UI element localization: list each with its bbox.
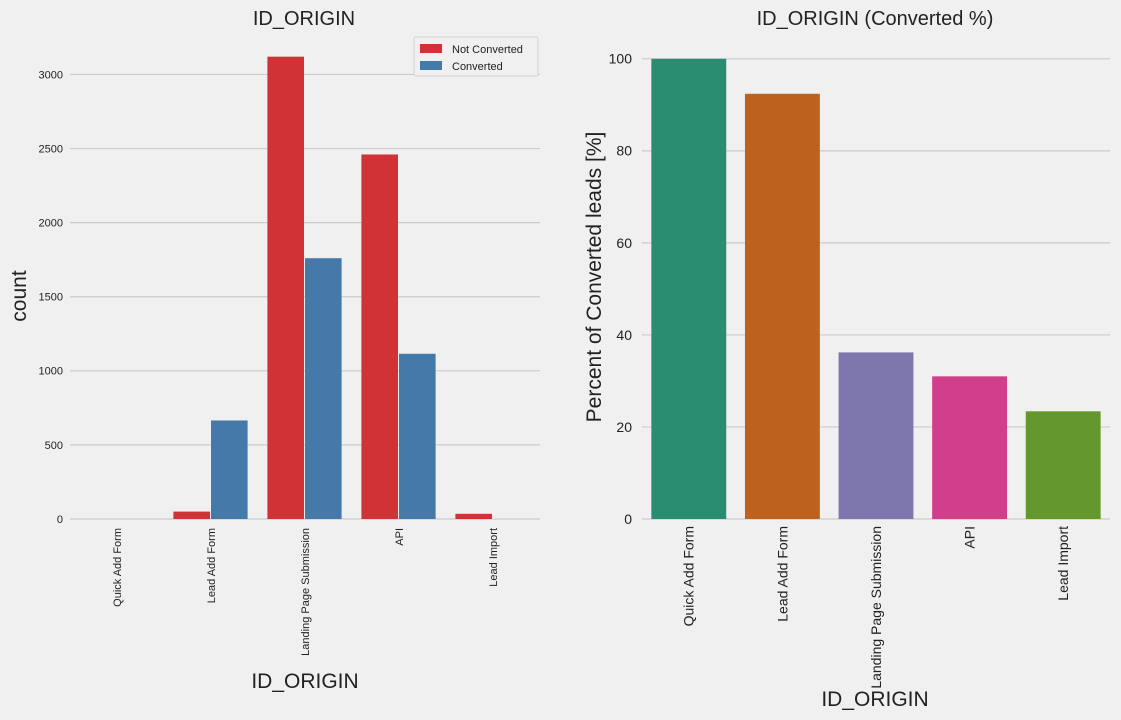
count-bar-not-converted-lead-add-form <box>173 511 210 519</box>
count-bar-not-converted-landing-page-submission <box>267 56 304 519</box>
count-y-tick-label: 1000 <box>39 366 63 378</box>
percent-x-tick-label: API <box>962 526 978 549</box>
count-chart: 0 500 1000 1500 2000 2500 3000 Quick Add Form L… <box>8 8 540 693</box>
percent-x-tick-label: Lead Import <box>1055 526 1071 601</box>
count-bar-converted-landing-page-submission <box>305 258 342 519</box>
legend-swatch-not-converted <box>420 44 442 53</box>
percent-chart-y-label: Percent of Converted leads [%] <box>583 132 606 423</box>
percent-bar-quick-add-form <box>651 58 727 520</box>
percent-bar-lead-add-form <box>744 93 820 520</box>
count-chart-x-label: ID_ORIGIN <box>251 670 358 693</box>
count-x-tick-label: Lead Add Form <box>206 528 218 603</box>
count-chart-bars <box>173 56 492 520</box>
legend-swatch-converted <box>420 61 442 70</box>
count-y-tick-label: 1500 <box>39 292 63 304</box>
count-x-tick-label: Lead Import <box>488 528 500 587</box>
count-x-tick-label: API <box>394 528 406 546</box>
count-bar-converted-api <box>399 353 436 519</box>
count-chart-y-ticks: 0 500 1000 1500 2000 2500 3000 <box>39 69 63 526</box>
legend-label-not-converted: Not Converted <box>452 44 523 56</box>
percent-chart-bars <box>651 58 1101 520</box>
percent-chart-y-ticks: 0 20 40 60 80 100 <box>609 51 633 527</box>
percent-y-tick-label: 60 <box>616 235 632 251</box>
count-chart-y-label: count <box>8 270 31 322</box>
legend-box <box>413 36 539 77</box>
percent-x-tick-label: Quick Add Form <box>681 526 697 626</box>
percent-x-tick-label: Lead Add Form <box>774 526 790 622</box>
count-chart-title: ID_ORIGIN <box>253 8 355 30</box>
percent-y-tick-label: 80 <box>616 143 632 159</box>
count-chart-legend: Not Converted Converted <box>413 36 539 77</box>
percent-chart-x-label: ID_ORIGIN <box>821 688 928 711</box>
count-bar-not-converted-lead-import <box>455 513 492 519</box>
legend-label-converted: Converted <box>452 61 503 73</box>
count-y-tick-label: 0 <box>57 514 63 526</box>
count-bar-converted-lead-add-form <box>211 420 248 519</box>
percent-bar-lead-import <box>1025 411 1101 519</box>
count-y-tick-label: 3000 <box>39 69 63 81</box>
percent-y-tick-label: 40 <box>616 327 632 343</box>
percent-y-tick-label: 20 <box>616 419 632 435</box>
count-x-tick-label: Landing Page Submission <box>300 528 312 656</box>
percent-chart-x-ticks: Quick Add Form Lead Add Form Landing Page … <box>681 526 1071 689</box>
percent-chart-title: ID_ORIGIN (Converted %) <box>757 8 994 30</box>
count-y-tick-label: 500 <box>45 440 63 452</box>
count-chart-x-ticks: Quick Add Form Lead Add Form Landing Page … <box>112 528 500 656</box>
percent-y-tick-label: 0 <box>624 511 632 527</box>
count-x-tick-label: Quick Add Form <box>112 528 124 607</box>
count-bar-not-converted-api <box>361 154 398 520</box>
percent-bar-api <box>932 376 1008 519</box>
percent-bar-landing-page-submission <box>838 352 914 519</box>
percent-y-tick-label: 100 <box>609 51 633 67</box>
percent-chart: 0 20 40 60 80 100 Quick Add Form Lead Add Form… <box>583 8 1110 711</box>
count-y-tick-label: 2000 <box>39 217 63 229</box>
count-y-tick-label: 2500 <box>39 143 63 155</box>
percent-x-tick-label: Landing Page Submission <box>868 526 884 689</box>
